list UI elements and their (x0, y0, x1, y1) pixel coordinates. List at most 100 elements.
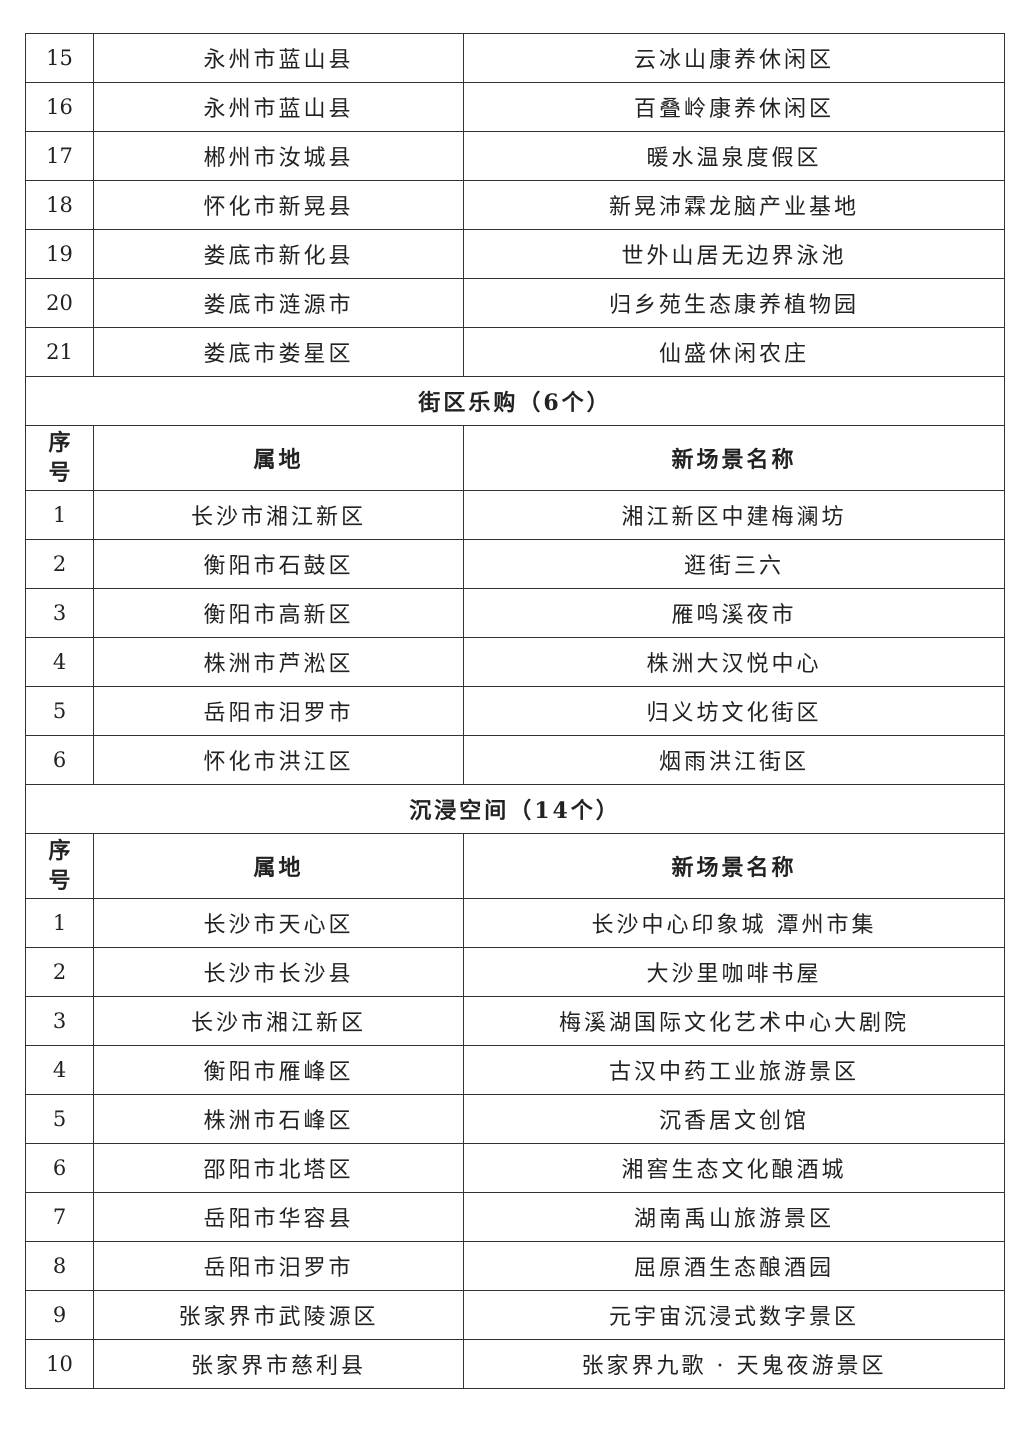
table-row: 1 长沙市湘江新区 湘江新区中建梅澜坊 (25, 490, 1005, 540)
location-cell: 怀化市洪江区 (93, 735, 464, 785)
scene-name-cell: 世外山居无边界泳池 (463, 229, 1005, 279)
table-row: 4 衡阳市雁峰区 古汉中药工业旅游景区 (25, 1045, 1005, 1095)
serial-number-cell: 20 (25, 278, 94, 328)
location-cell: 娄底市涟源市 (93, 278, 464, 328)
location-cell: 属地 (93, 833, 464, 899)
table-header-row: 序号属地 新场景名称 (25, 833, 1005, 899)
location-cell: 属地 (93, 425, 464, 491)
scene-name-cell: 大沙里咖啡书屋 (463, 947, 1005, 997)
serial-number-cell: 5 (25, 686, 94, 736)
location-cell: 永州市蓝山县 (93, 33, 464, 83)
serial-number-cell: 16 (25, 82, 94, 132)
serial-number-cell: 2 (25, 539, 94, 589)
table-row: 3 长沙市湘江新区 梅溪湖国际文化艺术中心大剧院 (25, 996, 1005, 1046)
scene-name-cell: 长沙中心印象城 潭州市集 (463, 898, 1005, 948)
scene-name-cell: 湘江新区中建梅澜坊 (463, 490, 1005, 540)
location-cell: 衡阳市雁峰区 (93, 1045, 464, 1095)
location-cell: 长沙市湘江新区 (93, 996, 464, 1046)
scenes-table: 15 永州市蓝山县 云冰山康养休闲区 16 永州市蓝山县 百叠岭康养休闲区 17 郴州市汝城县… (25, 33, 1005, 1389)
table-row: 10 张家界市慈利县 张家界九歌 · 天鬼夜游景区 (25, 1339, 1005, 1389)
scene-name-cell: 湘窖生态文化酿酒城 (463, 1143, 1005, 1193)
table-row: 6 怀化市洪江区 烟雨洪江街区 (25, 735, 1005, 785)
location-cell: 长沙市湘江新区 (93, 490, 464, 540)
table-row: 20 娄底市涟源市 归乡苑生态康养植物园 (25, 278, 1005, 328)
table-row: 7 岳阳市华容县 湖南禹山旅游景区 (25, 1192, 1005, 1242)
table-row: 17 郴州市汝城县 暖水温泉度假区 (25, 131, 1005, 181)
serial-number-cell: 3 (25, 996, 94, 1046)
location-cell: 长沙市天心区 (93, 898, 464, 948)
serial-number-cell: 19 (25, 229, 94, 279)
serial-number-cell: 18 (25, 180, 94, 230)
table-row: 16 永州市蓝山县 百叠岭康养休闲区 (25, 82, 1005, 132)
scene-name-cell: 暖水温泉度假区 (463, 131, 1005, 181)
serial-number-cell: 2 (25, 947, 94, 997)
location-cell: 株洲市芦淞区 (93, 637, 464, 687)
table-header-row: 序号属地 新场景名称 (25, 425, 1005, 491)
section-title: 沉浸空间（14个） (25, 784, 1005, 834)
scene-name-cell: 元宇宙沉浸式数字景区 (463, 1290, 1005, 1340)
serial-number-cell: 6 (25, 735, 94, 785)
location-cell: 衡阳市高新区 (93, 588, 464, 638)
serial-number-cell: 17 (25, 131, 94, 181)
serial-number-cell: 15 (25, 33, 94, 83)
scene-name-cell: 烟雨洪江街区 (463, 735, 1005, 785)
table-row: 4 株洲市芦淞区 株洲大汉悦中心 (25, 637, 1005, 687)
scene-name-cell: 张家界九歌 · 天鬼夜游景区 (463, 1339, 1005, 1389)
serial-number-cell: 3 (25, 588, 94, 638)
scene-name-cell: 新场景名称 (463, 833, 1005, 899)
table-row: 19 娄底市新化县 世外山居无边界泳池 (25, 229, 1005, 279)
serial-number-cell: 9 (25, 1290, 94, 1340)
section-title-row: 街区乐购（6个） (25, 376, 1005, 426)
scene-name-cell: 仙盛休闲农庄 (463, 327, 1005, 377)
serial-number-cell: 6 (25, 1143, 94, 1193)
table-row: 8 岳阳市汨罗市 屈原酒生态酿酒园 (25, 1241, 1005, 1291)
location-cell: 长沙市长沙县 (93, 947, 464, 997)
table-row: 15 永州市蓝山县 云冰山康养休闲区 (25, 33, 1005, 83)
location-cell: 张家界市慈利县 (93, 1339, 464, 1389)
location-cell: 永州市蓝山县 (93, 82, 464, 132)
scene-name-cell: 百叠岭康养休闲区 (463, 82, 1005, 132)
scene-name-cell: 株洲大汉悦中心 (463, 637, 1005, 687)
scene-name-cell: 湖南禹山旅游景区 (463, 1192, 1005, 1242)
scene-name-cell: 归义坊文化街区 (463, 686, 1005, 736)
scene-name-cell: 新晃沛霖龙脑产业基地 (463, 180, 1005, 230)
location-cell: 怀化市新晃县 (93, 180, 464, 230)
scene-name-cell: 雁鸣溪夜市 (463, 588, 1005, 638)
location-cell: 邵阳市北塔区 (93, 1143, 464, 1193)
section-title-row: 沉浸空间（14个） (25, 784, 1005, 834)
serial-number-cell: 4 (25, 637, 94, 687)
location-cell: 岳阳市汨罗市 (93, 1241, 464, 1291)
location-cell: 株洲市石峰区 (93, 1094, 464, 1144)
location-cell: 岳阳市华容县 (93, 1192, 464, 1242)
table-row: 9 张家界市武陵源区 元宇宙沉浸式数字景区 (25, 1290, 1005, 1340)
scene-name-cell: 屈原酒生态酿酒园 (463, 1241, 1005, 1291)
location-cell: 张家界市武陵源区 (93, 1290, 464, 1340)
serial-number-cell: 21 (25, 327, 94, 377)
serial-number-cell: 4 (25, 1045, 94, 1095)
scene-name-cell: 古汉中药工业旅游景区 (463, 1045, 1005, 1095)
table-row: 1 长沙市天心区 长沙中心印象城 潭州市集 (25, 898, 1005, 948)
table-row: 5 株洲市石峰区 沉香居文创馆 (25, 1094, 1005, 1144)
serial-number-cell: 序号 (25, 833, 94, 899)
table-row: 3 衡阳市高新区 雁鸣溪夜市 (25, 588, 1005, 638)
section-title: 街区乐购（6个） (25, 376, 1005, 426)
scene-name-cell: 沉香居文创馆 (463, 1094, 1005, 1144)
scene-name-cell: 梅溪湖国际文化艺术中心大剧院 (463, 996, 1005, 1046)
table-row: 2 衡阳市石鼓区 逛街三六 (25, 539, 1005, 589)
scene-name-cell: 新场景名称 (463, 425, 1005, 491)
serial-number-cell: 1 (25, 490, 94, 540)
scene-name-cell: 归乡苑生态康养植物园 (463, 278, 1005, 328)
location-cell: 衡阳市石鼓区 (93, 539, 464, 589)
serial-number-cell: 10 (25, 1339, 94, 1389)
location-cell: 岳阳市汨罗市 (93, 686, 464, 736)
table-row: 18 怀化市新晃县 新晃沛霖龙脑产业基地 (25, 180, 1005, 230)
table-row: 6 邵阳市北塔区 湘窖生态文化酿酒城 (25, 1143, 1005, 1193)
table-row: 5 岳阳市汨罗市 归义坊文化街区 (25, 686, 1005, 736)
location-cell: 娄底市娄星区 (93, 327, 464, 377)
serial-number-cell: 7 (25, 1192, 94, 1242)
table-row: 21 娄底市娄星区 仙盛休闲农庄 (25, 327, 1005, 377)
serial-number-cell: 8 (25, 1241, 94, 1291)
location-cell: 郴州市汝城县 (93, 131, 464, 181)
scene-name-cell: 逛街三六 (463, 539, 1005, 589)
serial-number-cell: 1 (25, 898, 94, 948)
